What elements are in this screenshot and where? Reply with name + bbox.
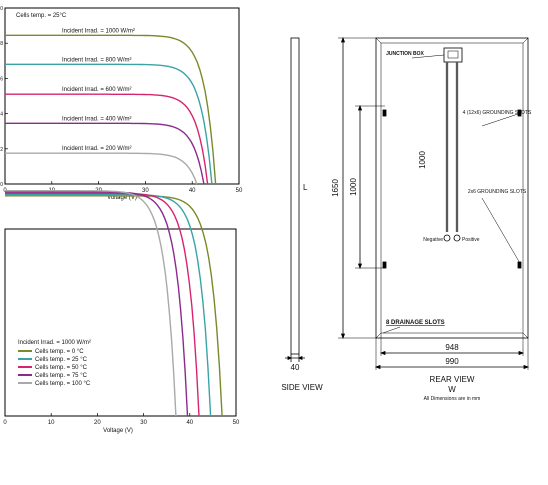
rear-view-drawing	[338, 36, 530, 370]
chart-irradiance-header-note: Cells temp. = 25°C	[16, 13, 67, 19]
dim-mount-height-label: 1000	[349, 178, 358, 196]
y-tick-label-6: 10	[0, 6, 3, 12]
chart-temperature-x-ticks: 0 10 20 30 40 50	[3, 413, 240, 426]
series-line-2	[5, 63, 213, 185]
y-tick-label-1: 0	[0, 182, 3, 188]
x-tick-label-5: 40	[186, 420, 193, 426]
x-tick-label-6: 50	[233, 420, 240, 426]
mounting-slots-label: 2x6 GROUNDING SLOTS	[468, 189, 527, 195]
series-label-1: Incident Irrad. = 1000 W/m²	[62, 28, 135, 34]
series-line-3	[5, 192, 200, 417]
junction-box	[443, 47, 463, 63]
dim-inner-width-label: 948	[445, 343, 459, 352]
series-line-2	[5, 193, 212, 417]
x-tick-label-1: 0	[3, 420, 7, 426]
series-label-4: Incident Irrad. = 400 W/m²	[62, 116, 132, 122]
y-tick-label-2: 2	[0, 147, 3, 153]
series-label-3: Incident Irrad. = 600 W/m²	[62, 87, 132, 93]
grounding-slots-label: 4 (12x6) GROUNDING SLOTS	[463, 110, 532, 116]
negative-terminal-label: Negative	[423, 237, 443, 243]
side-view-width-label: 40	[291, 363, 300, 372]
series-line-1	[5, 34, 217, 185]
y-tick-label-5: 8	[0, 41, 3, 47]
y-tick-label-4: 6	[0, 76, 3, 82]
series-label-5: Incident Irrad. = 200 W/m²	[62, 146, 132, 152]
x-tick-label-3: 20	[94, 420, 101, 426]
side-view-height-label: L	[303, 183, 308, 192]
rear-view-outer-frame	[375, 37, 529, 339]
dim-inner-height-label: 1000	[418, 151, 427, 169]
series-line-3	[5, 93, 209, 185]
drainage-slots-label: 8 DRAINAGE SLOTS	[386, 320, 445, 326]
chart-temperature-series	[5, 190, 223, 417]
y-tick-label-3: 4	[0, 112, 3, 118]
series-line-5	[5, 152, 198, 185]
junction-box-label: JUNCTION BOX	[386, 51, 424, 57]
series-line-4	[5, 122, 205, 185]
side-view-title: SIDE VIEW	[281, 383, 323, 392]
dim-outer-height-label: 1650	[331, 179, 340, 197]
chart-irradiance-y-ticks: 0 2 4 6 8 10	[0, 6, 8, 188]
chart-temperature-legend-title: Incident Irrad. = 1000 W/m²	[18, 340, 91, 346]
chart-irradiance-series	[5, 34, 217, 185]
side-view-profile	[290, 37, 300, 355]
positive-terminal-label: Positive	[462, 237, 480, 243]
legend-label-2: Cells temp. = 25 °C	[35, 357, 88, 363]
legend-label-5: Cells temp. = 100 °C	[35, 381, 91, 387]
chart-temperature: Incident Irrad. = 1000 W/m² Cells temp. …	[3, 190, 240, 434]
x-tick-label-5: 40	[189, 188, 196, 194]
dimensions-note: All Dimensions are in mm	[424, 396, 481, 402]
legend-label-1: Cells temp. = 0 °C	[35, 349, 84, 355]
side-view-drawing	[285, 37, 305, 362]
rear-view-inner-frame	[380, 42, 524, 334]
series-label-2: Incident Irrad. = 800 W/m²	[62, 57, 132, 63]
dim-outer-width-label: 990	[445, 357, 459, 366]
x-tick-label-2: 10	[48, 420, 55, 426]
chart-temperature-frame	[4, 228, 237, 417]
chart-temperature-xlabel: Voltage (V)	[103, 428, 133, 434]
legend-label-4: Cells temp. = 75 °C	[35, 373, 88, 379]
x-tick-label-6: 50	[236, 188, 243, 194]
series-line-4	[5, 191, 189, 417]
chart-irradiance: Cells temp. = 25°C Incident Irrad. = 100…	[0, 6, 243, 201]
chart-temperature-legend: Cells temp. = 0 °C Cells temp. = 25 °C Cel…	[18, 349, 91, 387]
chart-irradiance-xlabel: Voltage (V)	[107, 195, 137, 201]
legend-label-3: Cells temp. = 50 °C	[35, 365, 88, 371]
x-tick-label-4: 30	[142, 188, 149, 194]
rear-view-title: REAR VIEW	[430, 375, 475, 384]
x-tick-label-4: 30	[140, 420, 147, 426]
series-line-1	[5, 195, 223, 417]
chart-irradiance-frame	[4, 7, 240, 185]
chart-irradiance-labels: Incident Irrad. = 1000 W/m² Incident Irra…	[62, 28, 135, 152]
series-line-5	[5, 190, 177, 417]
rear-view-width-symbol: W	[448, 385, 456, 394]
